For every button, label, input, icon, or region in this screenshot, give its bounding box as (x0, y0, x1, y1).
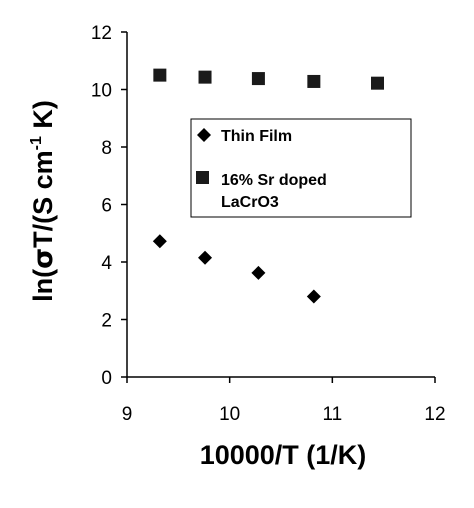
data-point-thin-film (198, 250, 213, 265)
legend-label-sr-doped-line2: LaCrO3 (221, 194, 279, 211)
data-point-thin-film (152, 234, 167, 249)
y-axis-title-mid: T/(S cm (28, 150, 58, 248)
y-axis-title-sigma: σ (28, 248, 59, 269)
y-tick-label: 12 (91, 23, 112, 44)
y-axis-title-prefix: ln( (28, 269, 58, 302)
y-tick-label: 8 (101, 138, 112, 159)
legend-label-thin-film: Thin Film (221, 128, 292, 145)
y-axis-title: ln(σT/(S cm-1 K) (28, 100, 59, 302)
data-point-sr-doped (198, 70, 212, 84)
y-tick-label: 0 (101, 368, 112, 389)
ticks: 0 2 4 6 8 10 12 9 10 11 12 (91, 23, 446, 425)
legend: Thin Film 16% Sr doped LaCrO3 (190, 118, 412, 218)
data-point-sr-doped (251, 72, 265, 86)
y-tick-label: 6 (101, 196, 112, 217)
data-point-sr-doped (153, 68, 167, 82)
legend-marker-sr-doped (196, 171, 209, 184)
legend-label-sr-doped-line1: 16% Sr doped (221, 172, 327, 189)
data-point-sr-doped (307, 74, 321, 88)
x-tick-label: 9 (122, 404, 133, 425)
y-tick-label: 2 (101, 311, 112, 332)
x-axis-title: 10000/T (1/K) (200, 440, 367, 470)
y-axis-title-sup: -1 (28, 136, 45, 150)
data-point-sr-doped (371, 76, 385, 90)
x-tick-label: 11 (322, 404, 342, 425)
legend-marker-thin-film (197, 128, 211, 142)
legend-box (190, 118, 412, 218)
data-point-thin-film (251, 265, 266, 280)
y-tick-label: 4 (101, 253, 112, 274)
data-points (152, 68, 385, 304)
y-tick-label: 10 (91, 81, 112, 102)
x-tick-label: 12 (424, 404, 445, 425)
y-axis-title-suffix: K) (28, 100, 58, 136)
data-point-thin-film (306, 289, 321, 304)
x-tick-label: 10 (219, 404, 240, 425)
